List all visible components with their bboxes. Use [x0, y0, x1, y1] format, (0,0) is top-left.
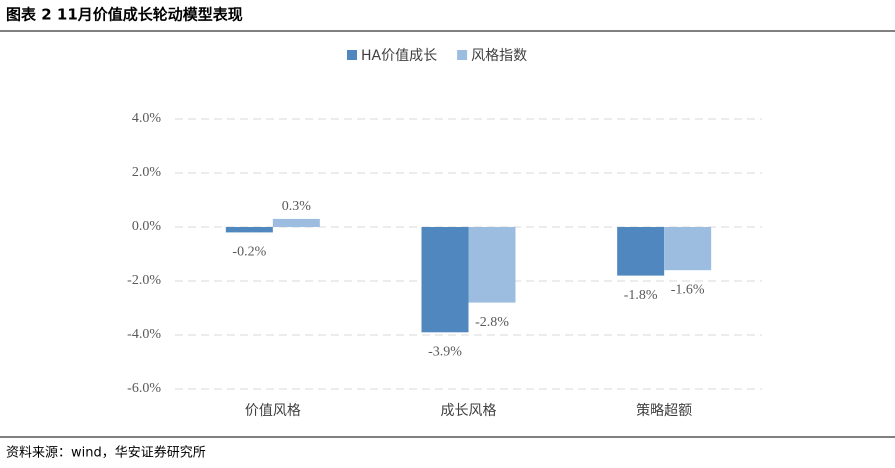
legend-swatch — [457, 50, 468, 60]
bar — [617, 227, 665, 276]
x-tick-label: 成长风格 — [441, 403, 497, 419]
bar — [225, 227, 273, 233]
y-tick-label: -4.0% — [127, 327, 161, 342]
source: 资料来源：wind，华安证券研究所 — [6, 445, 206, 461]
value-label: -3.9% — [428, 345, 462, 360]
y-tick-label: 0.0% — [132, 219, 162, 234]
y-tick-label: -2.0% — [127, 273, 161, 288]
y-tick-label: 4.0% — [132, 111, 162, 126]
value-label: -1.6% — [671, 282, 705, 297]
value-label: -1.8% — [624, 288, 658, 303]
bar — [468, 227, 516, 303]
bar — [272, 218, 320, 227]
bar — [421, 227, 469, 333]
x-tick-label: 价值风格 — [245, 403, 301, 419]
legend-label: HA价值成长 — [361, 48, 437, 64]
legend-swatch — [347, 50, 357, 60]
value-label: -0.2% — [232, 245, 266, 260]
y-tick-label: 2.0% — [132, 165, 162, 180]
value-label: 0.3% — [282, 199, 312, 214]
legend-label: 风格指数 — [471, 48, 527, 64]
bar — [664, 227, 712, 271]
value-label: -2.8% — [475, 315, 509, 330]
y-tick-label: -6.0% — [127, 381, 161, 396]
x-tick-label: 策略超额 — [636, 402, 692, 419]
chart-title: 图表 2 11月价值成长轮动模型表现 — [6, 6, 243, 24]
